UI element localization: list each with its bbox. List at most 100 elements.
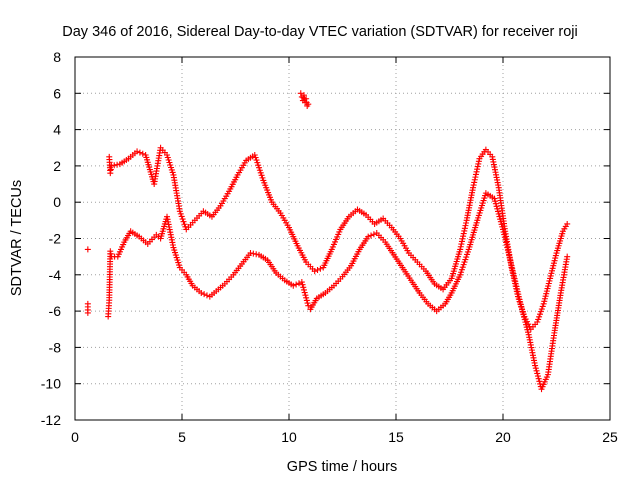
grid-lines	[75, 57, 610, 420]
data-point	[534, 370, 541, 377]
data-point	[564, 253, 571, 260]
data-point	[492, 200, 499, 207]
y-tick-label: 0	[53, 194, 61, 210]
data-point	[297, 90, 304, 97]
data-point	[508, 264, 515, 271]
x-tick-label: 10	[281, 429, 297, 445]
y-tick-label: -6	[49, 303, 62, 319]
data-point	[495, 210, 502, 217]
data-point	[300, 286, 307, 293]
data-point	[472, 174, 479, 181]
data-point	[305, 302, 312, 309]
data-point	[535, 375, 542, 382]
data-point	[290, 282, 297, 289]
x-tick-label: 20	[495, 429, 511, 445]
data-point	[365, 233, 372, 240]
x-tick-label: 25	[602, 429, 618, 445]
data-point	[300, 284, 307, 291]
data-point	[201, 291, 208, 298]
x-axis-label: GPS time / hours	[287, 459, 397, 475]
data-point	[457, 246, 464, 253]
data-point	[295, 280, 302, 287]
data-point	[303, 297, 310, 304]
data-point	[537, 308, 544, 315]
data-point	[460, 233, 467, 240]
data-point	[514, 290, 521, 297]
data-points	[84, 90, 571, 393]
data-point	[497, 216, 504, 223]
data-point	[473, 168, 480, 175]
data-point	[203, 292, 210, 299]
data-point	[511, 277, 518, 284]
data-point	[475, 160, 482, 167]
data-point	[470, 184, 477, 191]
y-tick-label: -8	[49, 339, 62, 355]
x-tick-label: 0	[71, 429, 79, 445]
data-point	[512, 283, 519, 290]
data-point	[136, 149, 143, 156]
data-point	[510, 272, 517, 279]
data-point	[534, 318, 541, 325]
data-point	[533, 367, 540, 374]
data-point	[463, 219, 470, 226]
y-tick-label: -12	[41, 412, 61, 428]
y-tick-label: 6	[53, 85, 61, 101]
data-point	[134, 148, 141, 155]
y-tick-label: 2	[53, 158, 61, 174]
data-point	[314, 266, 321, 273]
x-tick-label: 5	[178, 429, 186, 445]
data-point	[461, 225, 468, 232]
data-point	[509, 269, 516, 276]
data-point	[317, 265, 324, 272]
data-point	[302, 292, 309, 299]
data-point	[459, 235, 466, 242]
data-point	[472, 171, 479, 178]
data-point	[179, 216, 186, 223]
data-point	[303, 294, 310, 301]
data-point	[474, 166, 481, 173]
data-point	[513, 285, 520, 292]
data-point	[198, 289, 205, 296]
data-point	[461, 227, 468, 234]
y-tick-label: -2	[49, 231, 62, 247]
data-point	[513, 288, 520, 295]
data-point	[178, 213, 185, 220]
data-point	[311, 268, 318, 275]
data-point	[539, 303, 546, 310]
data-point	[471, 176, 478, 183]
y-tick-label: 4	[53, 122, 61, 138]
data-point	[139, 150, 146, 157]
data-point	[250, 250, 257, 257]
data-point	[538, 306, 545, 313]
x-tick-label: 15	[388, 429, 404, 445]
data-point	[108, 162, 115, 169]
data-point	[301, 289, 308, 296]
data-point	[534, 373, 541, 380]
data-point	[491, 195, 498, 202]
data-point	[471, 179, 478, 186]
data-point	[535, 316, 542, 323]
data-point	[496, 213, 503, 220]
data-point	[474, 163, 481, 170]
data-point	[180, 218, 187, 225]
data-point	[536, 378, 543, 385]
data-point	[293, 281, 300, 288]
data-point	[512, 280, 519, 287]
data-point	[84, 309, 91, 316]
data-point	[298, 279, 305, 286]
data-point	[492, 198, 499, 205]
data-point	[177, 210, 184, 217]
data-point	[497, 218, 504, 225]
data-point	[304, 300, 311, 307]
data-point	[457, 243, 464, 250]
data-point	[532, 365, 539, 372]
data-point	[536, 313, 543, 320]
y-tick-label: 8	[53, 49, 61, 65]
data-point	[247, 250, 254, 257]
axis-ticks: 0 5 10 15 20 25 -12 -10 -8 -6 -4 -2 0 2 4 6 8	[41, 49, 618, 445]
data-point	[460, 230, 467, 237]
data-point	[299, 281, 306, 288]
data-point	[509, 267, 516, 274]
data-point	[114, 161, 121, 168]
